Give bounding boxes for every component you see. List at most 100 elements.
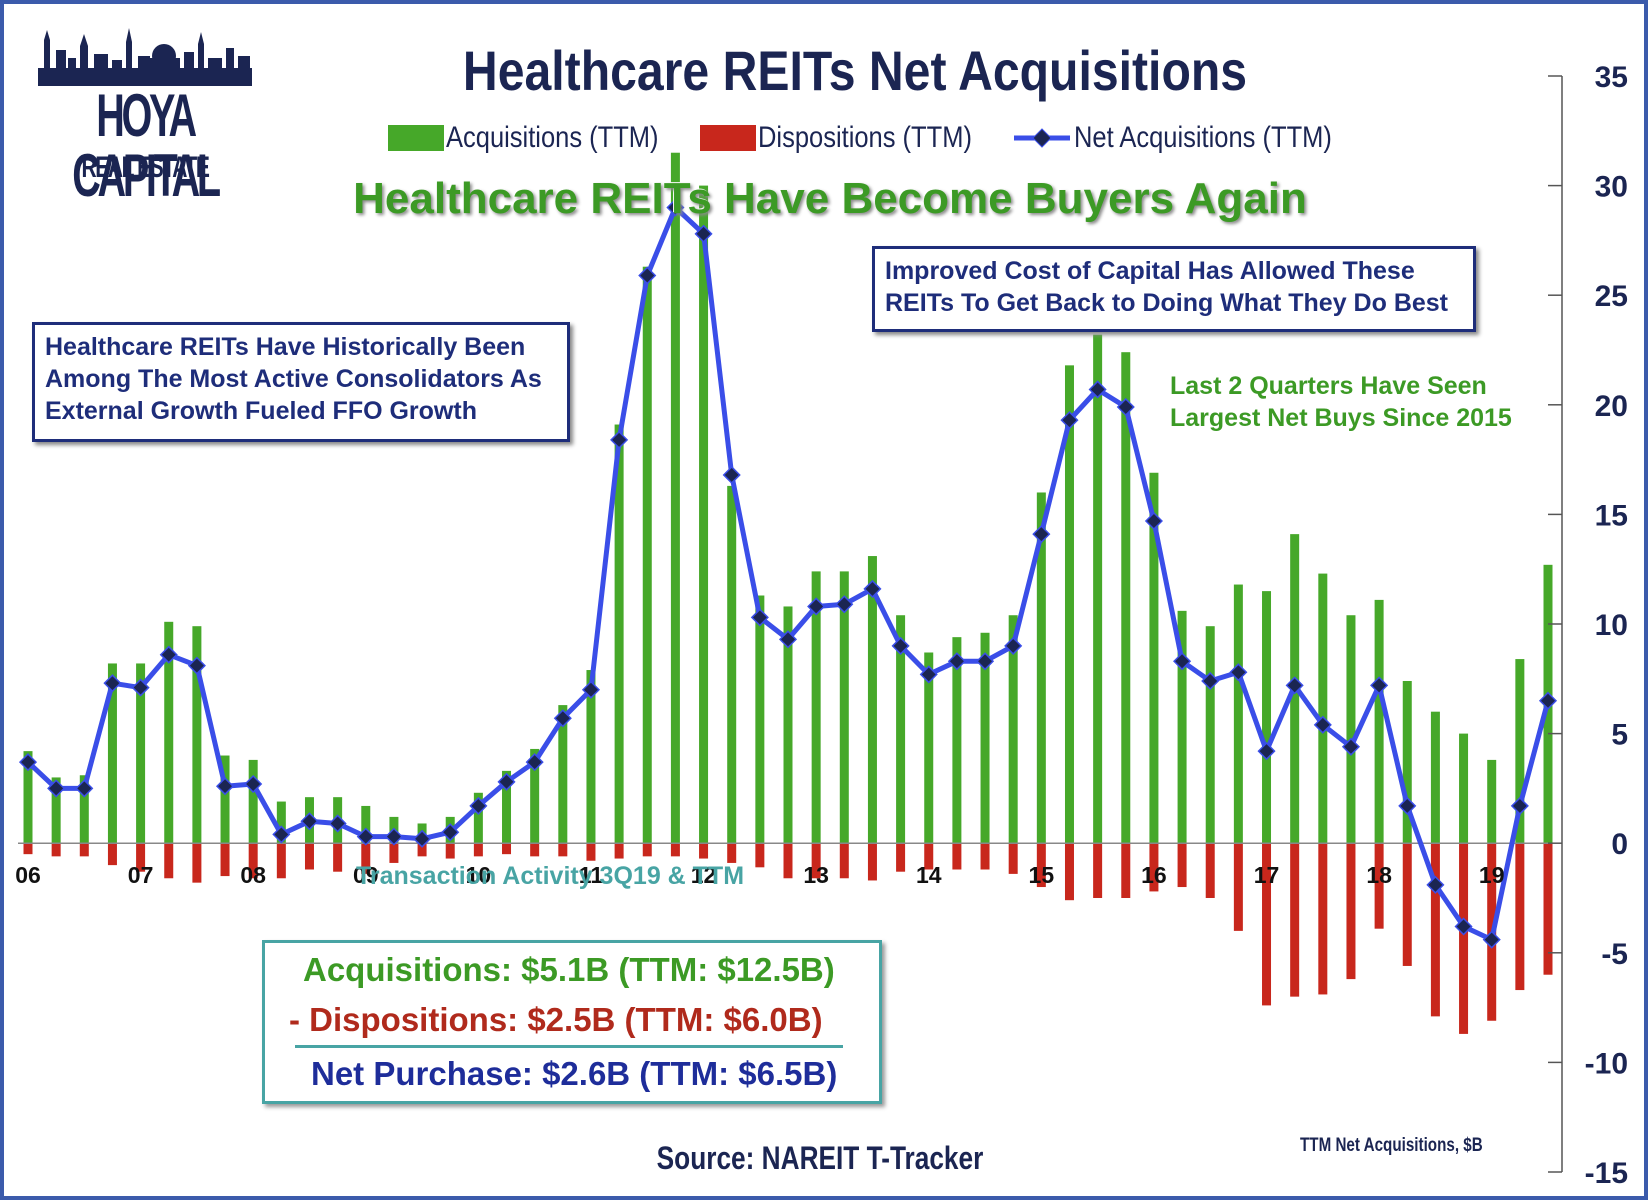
skyline-icon	[38, 28, 252, 86]
dispositions-bar	[980, 843, 990, 870]
legend-dispositions: Dispositions (TTM)	[700, 118, 1010, 158]
net-acquisitions-point	[750, 608, 769, 627]
net-acquisitions-point	[610, 430, 629, 449]
acquisitions-bar	[1205, 626, 1215, 844]
x-tick-label: 12	[691, 862, 717, 888]
legend-label-net-acquisitions: Net Acquisitions (TTM)	[1074, 121, 1332, 154]
x-tick-label: 16	[1141, 862, 1167, 888]
acquisitions-bar	[867, 556, 877, 844]
acquisitions-bar	[1149, 472, 1159, 844]
acquisitions-bar	[670, 152, 680, 844]
x-tick-label: 10	[466, 862, 492, 888]
x-tick-label: 13	[803, 862, 829, 888]
transaction-activity-title: Transaction Activity 3Q19 & TTM	[355, 862, 745, 890]
acquisitions-bar	[1374, 599, 1384, 844]
net-acquisitions-point	[1370, 676, 1389, 695]
dispositions-bar	[1121, 843, 1131, 898]
acquisitions-bar	[1487, 759, 1497, 844]
acquisitions-bar	[952, 637, 962, 844]
acquisitions-bar	[1402, 680, 1412, 844]
acquisitions-bar	[502, 770, 512, 844]
acquisitions-bar	[839, 571, 849, 844]
acquisitions-bar	[896, 615, 906, 844]
y-tick-label: 35	[1595, 61, 1628, 94]
net-acquisitions-point	[1398, 796, 1417, 815]
acquisitions-bar	[642, 266, 652, 844]
y-tick-label: 0	[1611, 828, 1628, 861]
x-tick-label: 15	[1029, 862, 1055, 888]
y-tick-label: 25	[1595, 280, 1628, 313]
net-acquisitions-point	[694, 224, 713, 243]
net-acquisitions-point	[1088, 380, 1107, 399]
x-tick-label: 19	[1479, 862, 1505, 888]
dispositions-bar	[361, 843, 371, 874]
net-acquisitions-point	[835, 595, 854, 614]
dispositions-bar	[333, 843, 343, 872]
dispositions-bar	[1402, 843, 1412, 966]
dispositions-bar	[614, 843, 624, 859]
dispositions-bar	[1262, 843, 1272, 1006]
dispositions-bar	[924, 843, 934, 870]
x-tick-label: 17	[1254, 862, 1280, 888]
dispositions-bar	[192, 843, 202, 883]
net-acquisitions-point	[413, 829, 432, 848]
acquisitions-bar	[473, 792, 483, 844]
acquisitions-bar	[79, 775, 89, 844]
net-acquisitions-point	[1426, 875, 1445, 894]
dispositions-bar	[417, 843, 427, 857]
net-acquisitions-point	[1032, 525, 1051, 544]
dispositions-bar	[1149, 843, 1159, 892]
chart-title: Healthcare REITs Net Acquisitions	[462, 39, 1248, 102]
dispositions-bar	[107, 843, 117, 866]
dispositions-bar	[1459, 843, 1469, 1034]
x-axis-labels: 06 07 08 09 10 11 12 13 14 15 16 17 18 19	[15, 862, 1504, 888]
y-tick-label: -5	[1601, 938, 1628, 971]
dispositions-bar	[699, 843, 709, 859]
x-tick-label: 09	[353, 862, 379, 888]
net-acquisitions-point	[666, 198, 685, 217]
logo-name: HOYA CAPITAL	[72, 82, 221, 209]
dispositions-bar	[276, 843, 286, 879]
history-line-1: Healthcare REITs Have Historically Been	[45, 333, 526, 361]
y-tick-label: 10	[1595, 609, 1628, 642]
net-acquisitions-point	[356, 827, 375, 846]
net-acquisitions-point	[1116, 397, 1135, 417]
acquisitions-bar	[1515, 659, 1525, 844]
net-acquisitions-point	[1257, 742, 1276, 761]
net-acquisitions-point	[807, 597, 826, 616]
cost-of-capital-annotation-box: Improved Cost of Capital Has Allowed The…	[872, 246, 1476, 332]
dispositions-bar	[1064, 843, 1074, 901]
dispositions-bar	[670, 843, 680, 857]
dispositions-bar	[896, 843, 906, 872]
dispositions-bar	[727, 843, 737, 863]
net-acquisitions-point	[300, 812, 319, 831]
net-acquisitions-point	[1144, 511, 1163, 531]
y-tick-label: 20	[1595, 390, 1628, 423]
net-acquisitions-point	[187, 656, 206, 675]
net-acquisitions-point	[441, 823, 460, 842]
dispositions-bar	[79, 843, 89, 857]
net-acquisitions-point	[384, 827, 403, 846]
net-acquisitions-point	[103, 674, 122, 693]
acquisitions-bar	[107, 663, 117, 844]
dispositions-bar	[1233, 843, 1243, 931]
x-tick-label: 11	[579, 862, 604, 888]
dispositions-bar	[1346, 843, 1356, 980]
logo-subtitle: REAL ESTATE	[81, 151, 210, 184]
note-line-2: Largest Net Buys Since 2015	[1170, 404, 1512, 432]
legend-net-acquisitions: Net Acquisitions (TTM)	[1012, 118, 1377, 158]
dispositions-bar	[1008, 843, 1018, 874]
net-acquisitions-point	[47, 779, 66, 798]
history-annotation-box: Healthcare REITs Have Historically Been …	[32, 322, 570, 442]
dispositions-bar	[530, 843, 540, 857]
dispositions-bar	[586, 843, 596, 861]
acquisitions-bar	[924, 652, 934, 844]
legend-swatch-dispositions	[700, 125, 756, 151]
history-line-2: Among The Most Active Consolidators As	[45, 365, 542, 393]
acquisitions-bar	[164, 621, 174, 844]
x-tick-label: 18	[1366, 862, 1392, 888]
acquisitions-bar	[1121, 352, 1131, 844]
dispositions-bar	[389, 843, 399, 863]
y-tick-label: -15	[1585, 1157, 1628, 1190]
largest-net-buys-note: Last 2 Quarters Have Seen Largest Net Bu…	[1170, 370, 1512, 434]
